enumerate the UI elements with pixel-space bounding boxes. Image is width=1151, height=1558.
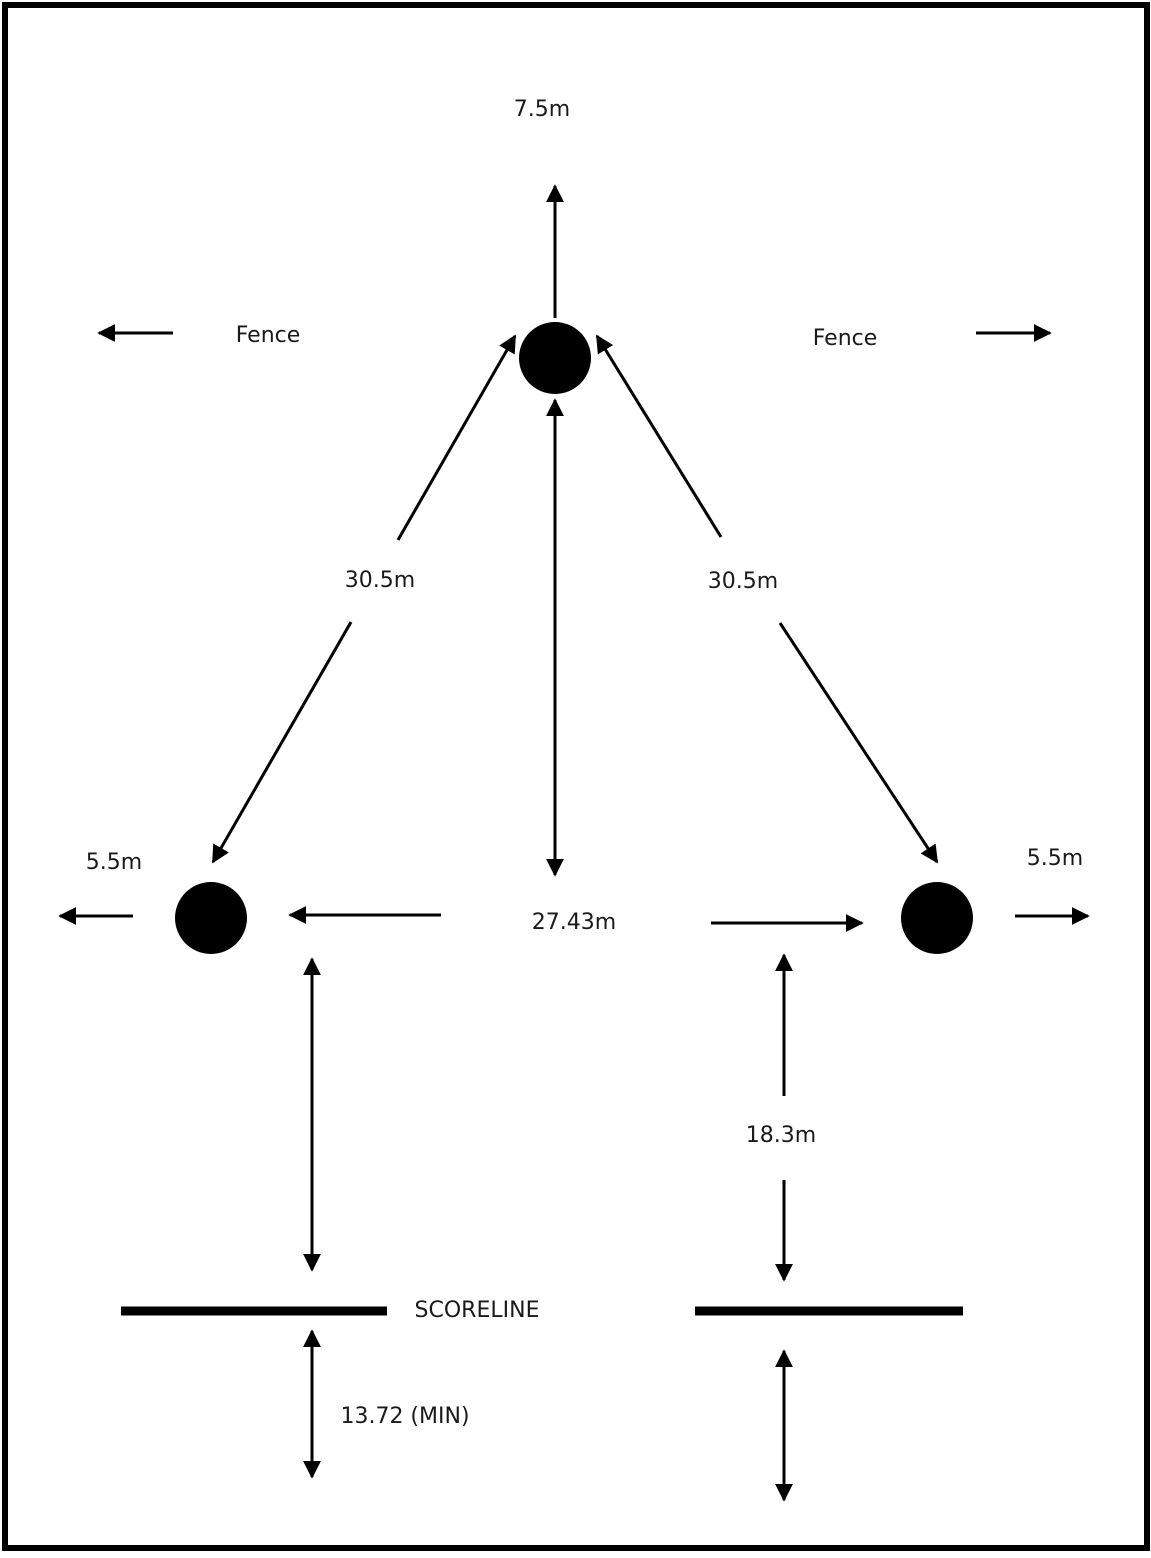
fence-right-label: Fence: [813, 326, 878, 351]
top-distance-label: 7.5m: [514, 97, 570, 122]
diagonal-right-label: 30.5m: [708, 569, 778, 594]
diagonal-right-lower-arrow: [778, 622, 939, 864]
diagonal-left-lower-arrow: [211, 621, 353, 864]
side-right-label: 5.5m: [1027, 846, 1083, 871]
behind-scoreline-label: 13.72 (MIN): [340, 1404, 469, 1429]
left-post: [175, 882, 247, 954]
diagonal-left-upper-arrow: [396, 334, 517, 541]
right-post: [901, 882, 973, 954]
fence-left-label: Fence: [236, 323, 301, 348]
to-scoreline-label: 18.3m: [746, 1123, 816, 1148]
base-span-label: 27.43m: [532, 910, 616, 935]
diagonal-left-label: 30.5m: [345, 568, 415, 593]
top-post: [519, 322, 591, 394]
scoreline-label: SCORELINE: [415, 1298, 540, 1323]
side-left-label: 5.5m: [86, 850, 142, 875]
diagonal-right-upper-arrow: [595, 334, 723, 538]
